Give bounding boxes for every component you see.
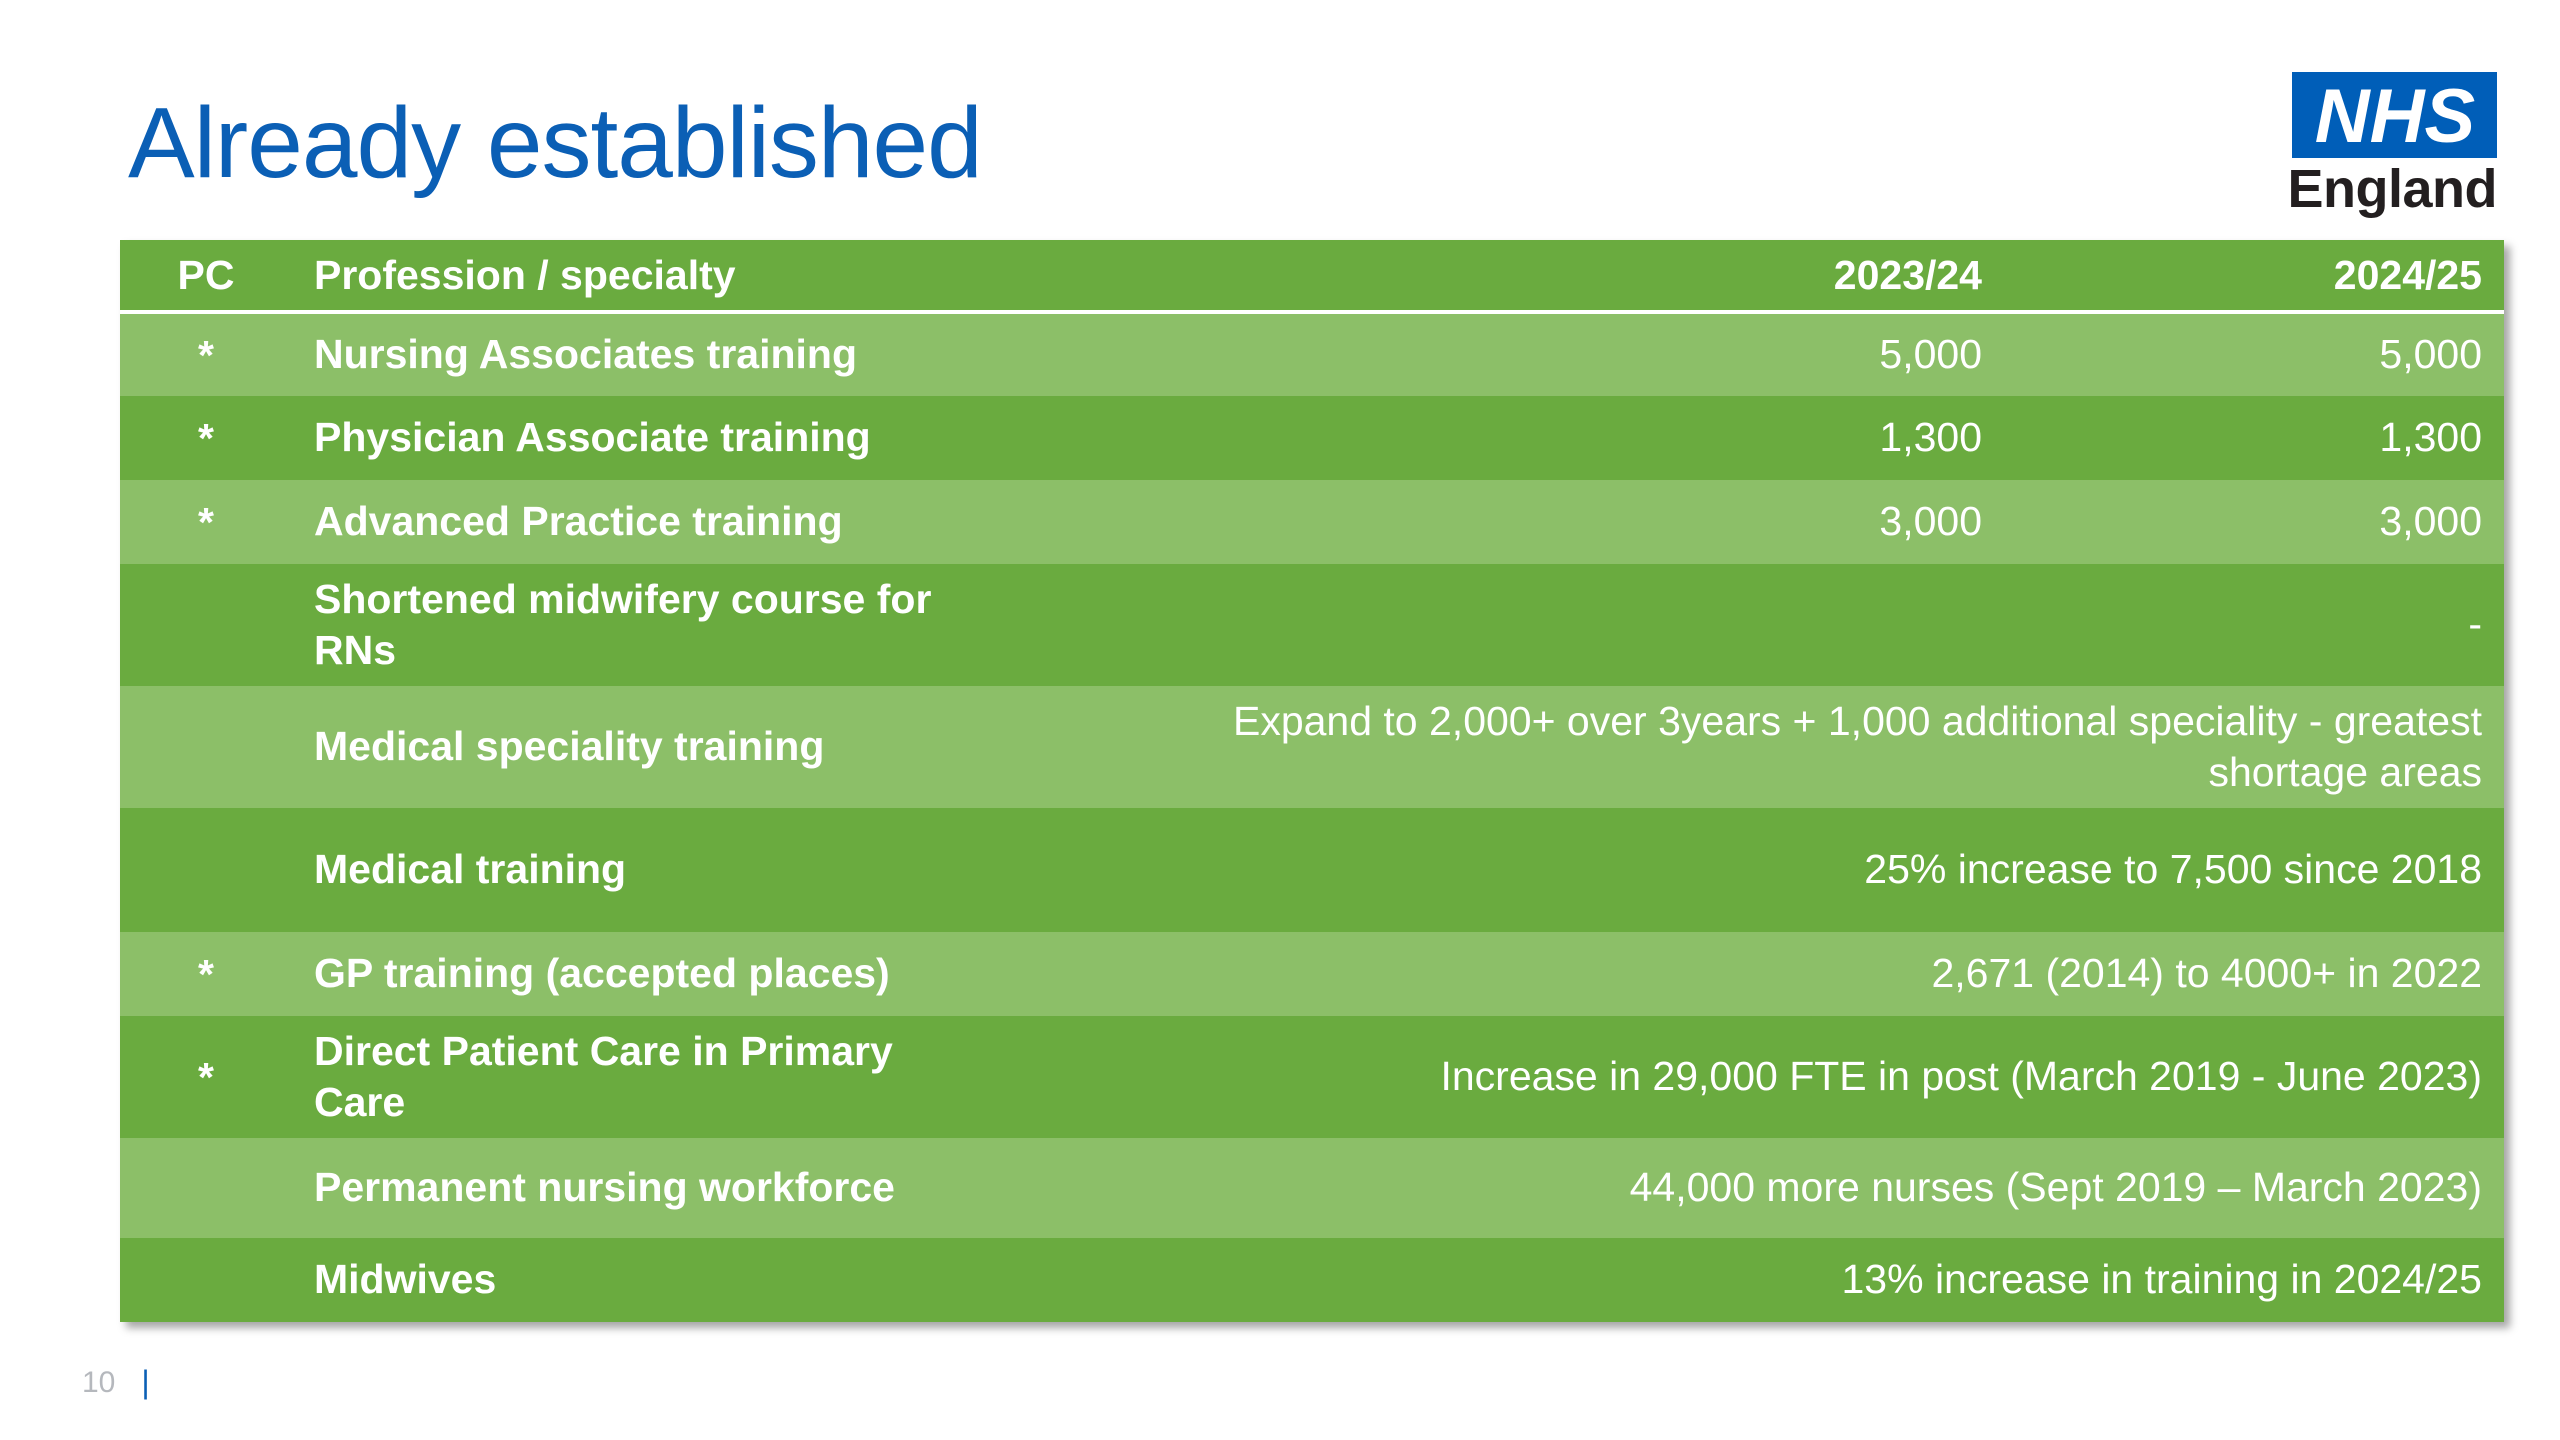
table-row: Medical speciality training Expand to 2,… (120, 686, 2504, 808)
workforce-table: PC Profession / specialty 2023/24 2024/2… (120, 240, 2504, 1322)
row-value: Increase in 29,000 FTE in post (March 20… (1440, 1053, 2482, 1100)
row-value: Expand to 2,000+ over 3years + 1,000 add… (1232, 697, 2482, 795)
row-profession: Medical speciality training (314, 723, 825, 770)
row-profession: Medical training (314, 846, 627, 893)
row-profession: Advanced Practice training (314, 498, 843, 545)
row-profession: Midwives (314, 1256, 497, 1303)
row-pc-marker (120, 1138, 292, 1238)
table-row: * Physician Associate training 1,300 1,3… (120, 396, 2504, 480)
row-profession: Physician Associate training (314, 414, 871, 461)
row-pc-marker (120, 564, 292, 686)
row-profession: Shortened midwifery course for RNs (314, 575, 932, 673)
table-row: * GP training (accepted places) 2,671 (2… (120, 932, 2504, 1016)
row-value: - (2468, 601, 2482, 648)
row-pc-marker: * (198, 950, 214, 997)
row-value-2024-25: 1,300 (2379, 414, 2482, 461)
page-number: 10 (82, 1365, 116, 1399)
header-2024-25: 2024/25 (2004, 240, 2504, 314)
row-profession: Nursing Associates training (314, 331, 857, 378)
row-value: 44,000 more nurses (Sept 2019 – March 20… (1629, 1164, 2482, 1211)
header-2023-24: 2023/24 (1092, 240, 2004, 314)
table-row: Medical training 25% increase to 7,500 s… (120, 808, 2504, 932)
row-pc-marker: * (198, 331, 214, 378)
row-pc-marker (120, 686, 292, 808)
table-row: * Direct Patient Care in Primary Care In… (120, 1016, 2504, 1138)
row-pc-marker: * (198, 498, 214, 545)
row-pc-marker (120, 808, 292, 932)
table-row: Shortened midwifery course for RNs - (120, 564, 2504, 686)
row-value: 13% increase in training in 2024/25 (1841, 1256, 2483, 1303)
page-footer: 10 | (82, 1364, 150, 1401)
table-row: * Nursing Associates training 5,000 5,00… (120, 312, 2504, 396)
row-value-2024-25: 3,000 (2379, 498, 2482, 545)
footer-separator: | (141, 1364, 150, 1400)
row-value-2023-24: 5,000 (1879, 331, 1982, 378)
row-value-2023-24: 3,000 (1879, 498, 1982, 545)
nhs-logo-subtitle: England (2287, 159, 2498, 219)
row-value: 25% increase to 7,500 since 2018 (1864, 846, 2482, 893)
nhs-logo-text: NHS (2314, 78, 2474, 152)
workforce-table-container: PC Profession / specialty 2023/24 2024/2… (120, 240, 2504, 1322)
header-pc: PC (120, 240, 292, 314)
row-pc-marker: * (198, 414, 214, 461)
row-value: 2,671 (2014) to 4000+ in 2022 (1931, 950, 2482, 997)
row-value-2024-25: 5,000 (2379, 331, 2482, 378)
row-profession: Direct Patient Care in Primary Care (314, 1027, 893, 1125)
header-profession: Profession / specialty (292, 240, 1092, 314)
table-row: Permanent nursing workforce 44,000 more … (120, 1138, 2504, 1238)
table-row: * Advanced Practice training 3,000 3,000 (120, 480, 2504, 564)
row-pc-marker: * (198, 1053, 214, 1100)
table-row: Midwives 13% increase in training in 202… (120, 1238, 2504, 1322)
row-pc-marker (120, 1238, 292, 1322)
nhs-england-logo: NHS England (2288, 72, 2497, 216)
row-profession: GP training (accepted places) (314, 950, 890, 997)
row-value-2023-24: 1,300 (1879, 414, 1982, 461)
nhs-logo-mark: NHS (2292, 72, 2497, 158)
row-profession: Permanent nursing workforce (314, 1164, 895, 1211)
table-header-row: PC Profession / specialty 2023/24 2024/2… (120, 240, 2504, 314)
slide-title: Already established (128, 87, 983, 199)
